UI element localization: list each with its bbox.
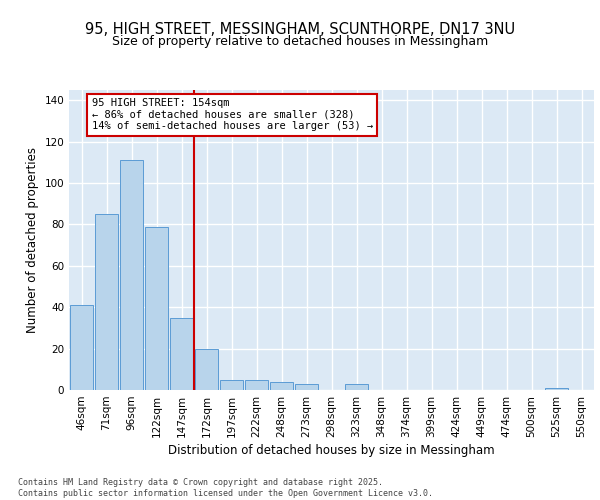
Text: 95, HIGH STREET, MESSINGHAM, SCUNTHORPE, DN17 3NU: 95, HIGH STREET, MESSINGHAM, SCUNTHORPE,… (85, 22, 515, 38)
Bar (344, 384, 368, 390)
Text: Contains HM Land Registry data © Crown copyright and database right 2025.
Contai: Contains HM Land Registry data © Crown c… (18, 478, 433, 498)
Bar (119, 160, 143, 390)
Bar (70, 305, 94, 390)
Bar (545, 388, 568, 390)
X-axis label: Distribution of detached houses by size in Messingham: Distribution of detached houses by size … (168, 444, 495, 457)
Bar (295, 384, 319, 390)
Bar (269, 382, 293, 390)
Bar (95, 214, 118, 390)
Text: Size of property relative to detached houses in Messingham: Size of property relative to detached ho… (112, 35, 488, 48)
Y-axis label: Number of detached properties: Number of detached properties (26, 147, 39, 333)
Bar (194, 348, 218, 390)
Bar (145, 226, 169, 390)
Bar (220, 380, 244, 390)
Bar (170, 318, 193, 390)
Text: 95 HIGH STREET: 154sqm
← 86% of detached houses are smaller (328)
14% of semi-de: 95 HIGH STREET: 154sqm ← 86% of detached… (91, 98, 373, 132)
Bar (245, 380, 268, 390)
